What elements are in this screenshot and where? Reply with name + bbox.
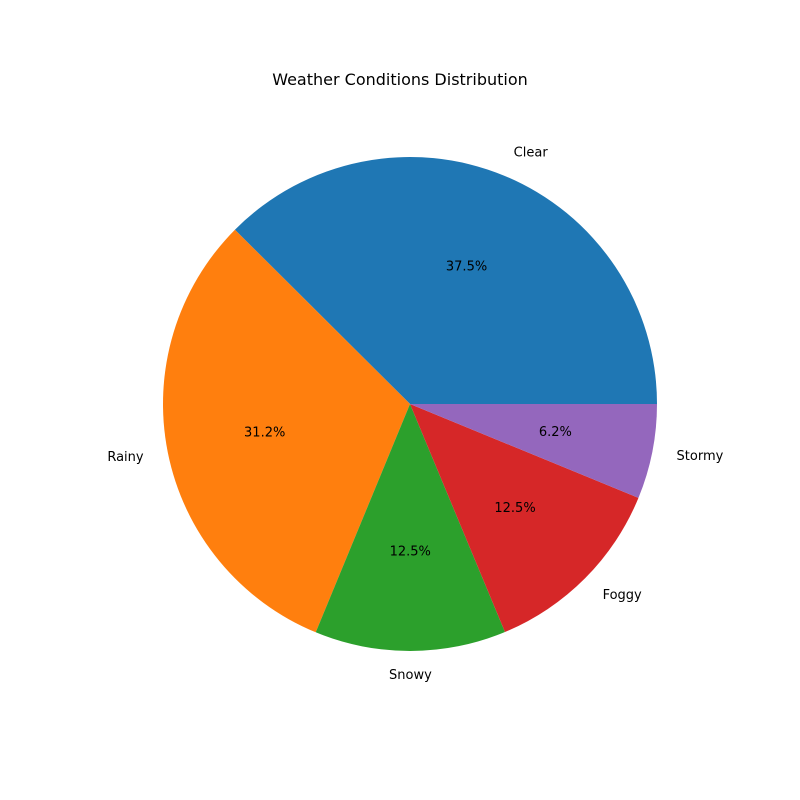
- slice-label-clear: Clear: [514, 145, 549, 160]
- percent-label-rainy: 31.2%: [244, 426, 285, 441]
- percent-label-stormy: 6.2%: [539, 425, 572, 440]
- slice-label-rainy: Rainy: [107, 450, 144, 465]
- slice-label-stormy: Stormy: [677, 449, 724, 464]
- chart-title: Weather Conditions Distribution: [272, 70, 528, 89]
- pie-slice-snowy: [315, 404, 505, 652]
- percent-label-clear: 37.5%: [446, 260, 487, 275]
- slice-label-foggy: Foggy: [603, 588, 642, 603]
- pie-slice-rainy: [163, 229, 410, 633]
- pie-slice-clear: [234, 157, 658, 404]
- percent-label-foggy: 12.5%: [494, 501, 535, 516]
- percent-label-snowy: 12.5%: [390, 545, 431, 560]
- pie-slice-foggy: [410, 404, 639, 633]
- slice-label-snowy: Snowy: [389, 668, 432, 683]
- pie-slice-stormy: [410, 404, 657, 498]
